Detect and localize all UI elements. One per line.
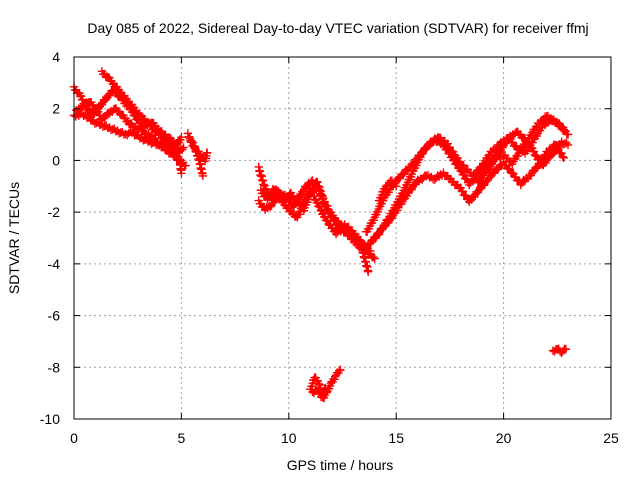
x-tick-label: 25: [603, 430, 619, 446]
data-point: [308, 188, 317, 197]
x-tick-label: 0: [70, 430, 78, 446]
y-tick-label: 4: [52, 49, 60, 65]
data-point: [370, 254, 379, 263]
data-point: [557, 149, 566, 158]
y-tick-label: 2: [52, 101, 60, 117]
series-arc-12: [370, 140, 568, 242]
data-point: [558, 152, 567, 162]
y-axis-label: SDTVAR / TECUs: [6, 182, 22, 294]
y-tick-label: -6: [48, 308, 61, 324]
y-tick-label: -10: [40, 411, 60, 427]
data-point: [559, 125, 568, 134]
data-point: [202, 148, 212, 157]
data-points: [69, 67, 573, 403]
y-tick-labels: 4 2 0 -2 -4 -6 -8 -10: [40, 49, 60, 427]
data-point: [310, 192, 319, 201]
data-point: [177, 132, 186, 142]
data-point: [563, 140, 573, 150]
x-tick-labels: 0 5 10 15 20 25: [70, 430, 619, 446]
series-arc-4: [71, 97, 190, 170]
data-point: [320, 384, 329, 394]
data-point: [198, 171, 208, 181]
data-point: [179, 143, 188, 152]
x-tick-label: 10: [281, 430, 297, 446]
tick-marks: [73, 56, 612, 420]
series-arc-6: [185, 134, 208, 181]
y-tick-label: -8: [48, 359, 61, 375]
data-point: [315, 202, 325, 212]
data-point: [561, 344, 571, 354]
plot-frame: [73, 56, 612, 420]
data-point: [366, 246, 375, 256]
data-point: [77, 92, 86, 101]
data-point: [559, 153, 568, 163]
grid-lines: [74, 57, 611, 419]
series-arc-3: [97, 67, 186, 178]
data-point: [563, 130, 573, 139]
data-point: [392, 182, 401, 191]
data-point: [364, 267, 373, 276]
data-point: [192, 147, 201, 157]
x-tick-label: 20: [496, 430, 512, 446]
data-point: [336, 365, 345, 375]
y-tick-label: 0: [52, 152, 60, 168]
x-tick-label: 15: [388, 430, 404, 446]
y-tick-label: -4: [48, 256, 61, 272]
data-point: [181, 161, 190, 170]
x-axis-label: GPS time / hours: [287, 457, 394, 473]
y-tick-label: -2: [48, 204, 61, 220]
series-arc-16: [308, 383, 330, 402]
series-arc-17: [548, 344, 571, 358]
series-arc-13: [374, 176, 401, 205]
series-arc-11: [361, 111, 568, 236]
series-arc-14: [473, 127, 573, 188]
x-tick-label: 5: [178, 430, 186, 446]
data-point: [321, 383, 330, 393]
chart-title: Day 085 of 2022, Sidereal Day-to-day VTE…: [87, 20, 588, 36]
data-point: [177, 169, 186, 178]
data-point: [190, 143, 200, 153]
